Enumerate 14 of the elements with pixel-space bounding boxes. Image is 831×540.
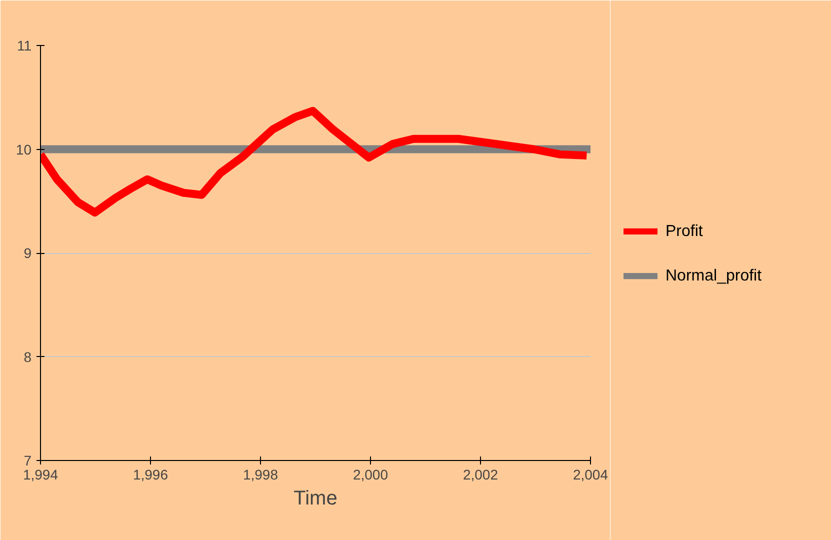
y-tick-label: 11 [16,38,32,54]
legend-label: Normal_profit [666,268,762,285]
x-tick-label: 2,002 [462,466,498,482]
y-tick-label: 9 [24,245,32,261]
x-tick-label: 2,000 [352,466,388,482]
y-tick-label: 10 [16,141,32,158]
x-axis-title: Time [294,488,338,510]
legend-label: Profit [666,222,704,240]
x-tick-label: 2,004 [572,466,608,482]
x-tick-label: 1,996 [132,466,168,482]
x-tick-label: 1,994 [22,466,58,482]
y-tick-label: 7 [24,452,32,468]
x-tick-label: 1,998 [242,466,278,482]
y-tick-label: 8 [24,348,32,365]
